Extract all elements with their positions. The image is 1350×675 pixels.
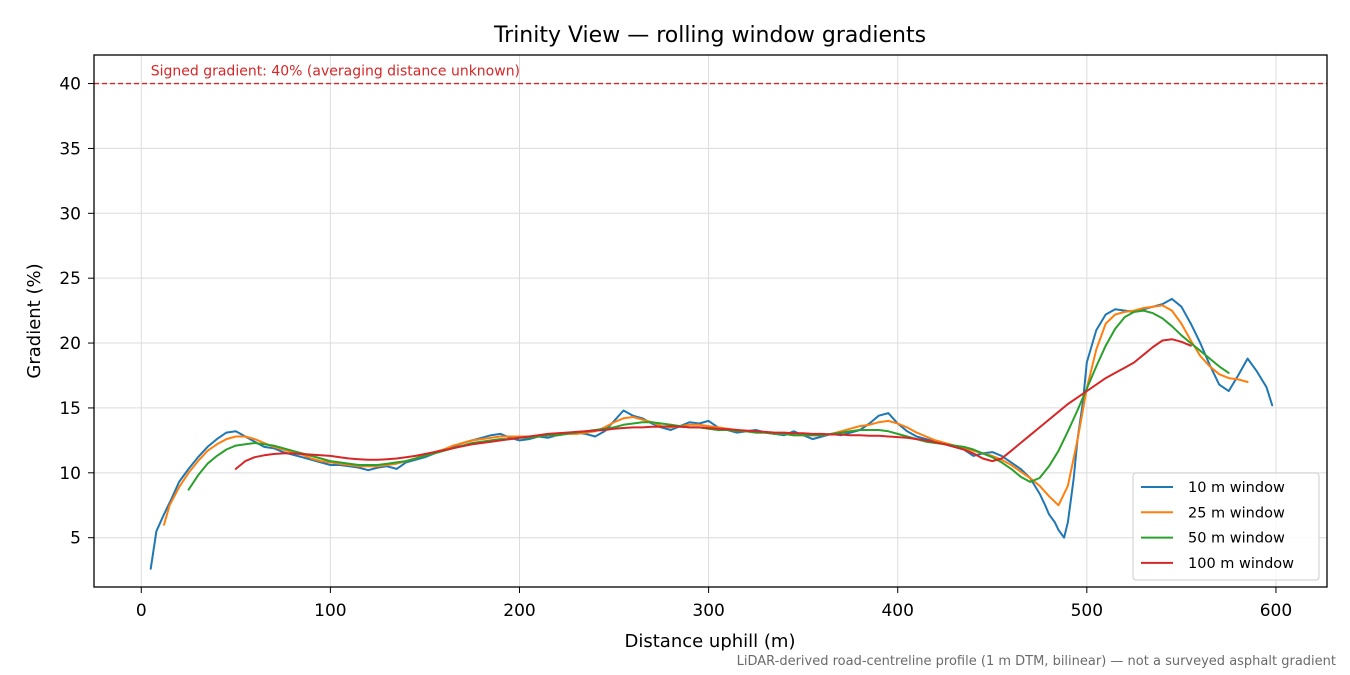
series-line-25-m-window bbox=[163, 304, 1249, 526]
y-tick-label: 20 bbox=[59, 334, 81, 354]
footnote: LiDAR-derived road-centreline profile (1… bbox=[737, 654, 1336, 669]
legend-label: 100 m window bbox=[1188, 556, 1294, 572]
x-tick-label: 300 bbox=[692, 601, 724, 621]
legend-box bbox=[1132, 472, 1320, 581]
y-tick-label: 30 bbox=[59, 204, 81, 224]
x-tick-label: 200 bbox=[503, 601, 535, 621]
y-tick-label: 5 bbox=[70, 529, 81, 549]
x-tick-label: 500 bbox=[1071, 601, 1103, 621]
reference-line-group: Signed gradient: 40% (averaging distance… bbox=[94, 64, 1327, 85]
y-tick-label: 25 bbox=[59, 269, 81, 289]
y-tick-label: 15 bbox=[59, 399, 81, 419]
x-axis-ticks: 0 100 200 300 400 500 600 bbox=[136, 587, 1292, 621]
legend: 10 m window 25 m window 50 m window 100 m w… bbox=[1132, 472, 1320, 581]
y-axis-ticks: 5 10 15 20 25 30 35 40 bbox=[59, 75, 94, 549]
plot-frame bbox=[93, 54, 1328, 588]
y-tick-label: 35 bbox=[59, 139, 81, 159]
legend-label: 25 m window bbox=[1188, 505, 1285, 521]
legend-label: 10 m window bbox=[1188, 480, 1285, 496]
x-axis-label: Distance uphill (m) bbox=[625, 631, 796, 652]
x-tick-label: 0 bbox=[136, 601, 147, 621]
chart-title: Trinity View — rolling window gradients bbox=[493, 23, 926, 48]
series-line-100-m-window bbox=[234, 338, 1192, 470]
y-tick-label: 10 bbox=[59, 464, 81, 484]
y-tick-label: 40 bbox=[59, 75, 81, 95]
signed-gradient-label: Signed gradient: 40% (averaging distance… bbox=[151, 64, 520, 80]
x-tick-label: 100 bbox=[314, 601, 346, 621]
x-tick-label: 400 bbox=[881, 601, 913, 621]
legend-label: 50 m window bbox=[1188, 531, 1285, 547]
x-tick-label: 600 bbox=[1260, 601, 1292, 621]
series-lines bbox=[149, 297, 1274, 570]
y-axis-label: Gradient (%) bbox=[24, 263, 45, 378]
